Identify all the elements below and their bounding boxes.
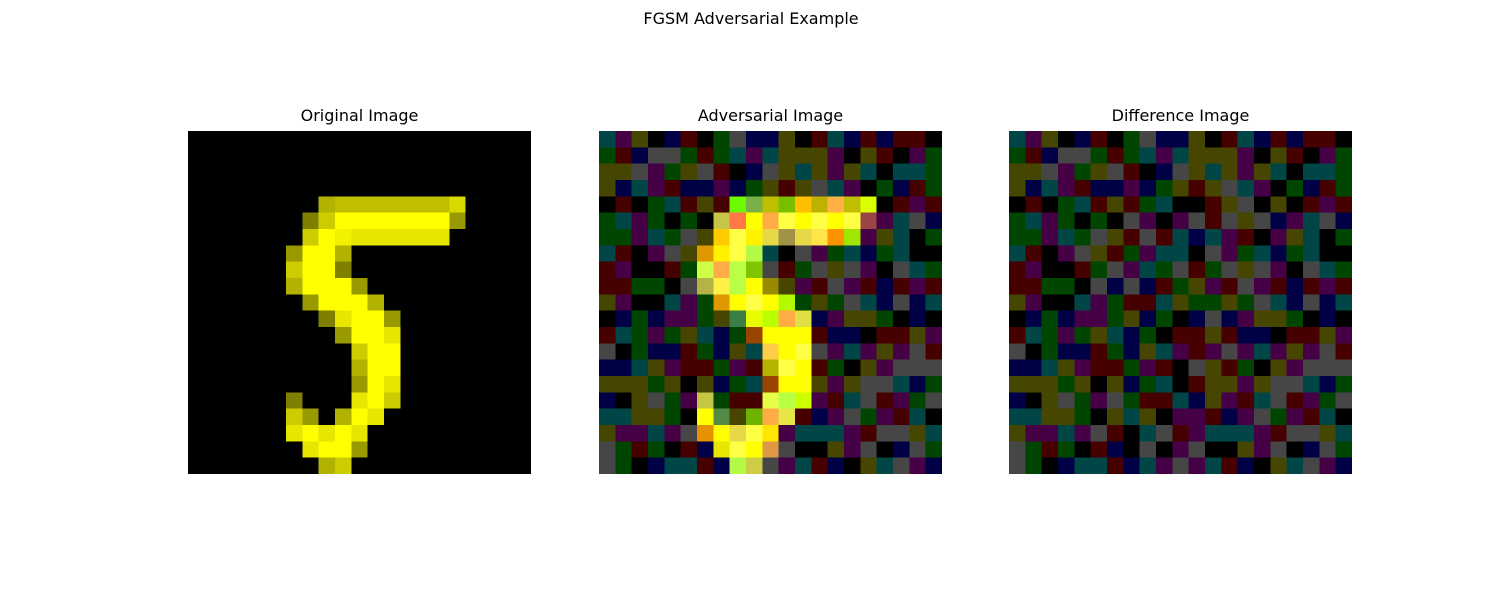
adversarial-image <box>599 131 942 474</box>
difference-image-panel: Difference Image <box>1009 105 1352 474</box>
figure-title: FGSM Adversarial Example <box>643 9 859 28</box>
original-image-title: Original Image <box>300 106 419 125</box>
original-image <box>188 131 531 474</box>
adversarial-image-title: Adversarial Image <box>697 106 844 125</box>
original-image-panel: Original Image <box>188 105 531 474</box>
difference-image <box>1009 131 1352 474</box>
adversarial-image-panel: Adversarial Image <box>599 105 942 474</box>
difference-image-title: Difference Image <box>1111 106 1250 125</box>
